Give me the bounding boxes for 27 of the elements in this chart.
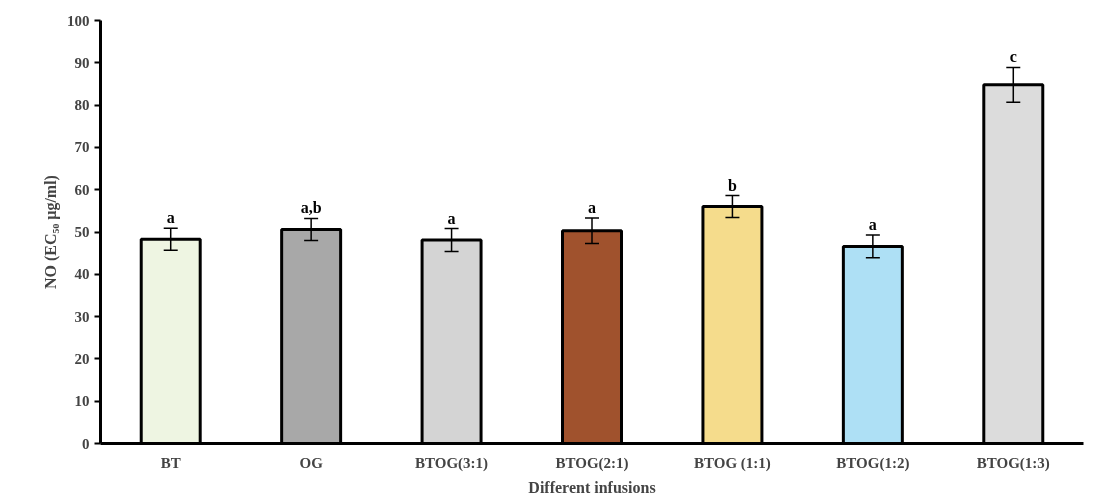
x-axis-title: Different infusions: [528, 478, 656, 496]
annotation: a,b: [300, 199, 322, 217]
x-tick-label: BTOG(1:2): [836, 454, 910, 472]
annotation: a: [447, 209, 456, 227]
y-tick-label: 90: [74, 54, 90, 71]
y-tick-label: 80: [74, 97, 90, 114]
y-tick-label: 70: [74, 139, 90, 156]
x-tick-label: BTOG(1:3): [976, 454, 1050, 472]
y-tick-label: 30: [74, 308, 90, 325]
x-tick-label: BTOG(3:1): [415, 454, 489, 472]
y-tick-label: 60: [74, 181, 90, 198]
annotation: a: [868, 215, 877, 233]
y-tick-label: 0: [82, 435, 90, 452]
annotation: a: [166, 209, 175, 227]
annotation: c: [1009, 48, 1017, 66]
y-tick-label: 50: [74, 224, 90, 240]
y-tick-label: 10: [74, 393, 90, 410]
annotation: a: [588, 199, 596, 217]
y-axis-title: NO (EC₅₀ µg/ml): [42, 175, 60, 289]
x-tick-label: BTOG(2:1): [555, 454, 629, 472]
x-tick-label: BT: [160, 454, 181, 471]
x-tick-label: BTOG (1:1): [694, 454, 771, 472]
y-tick-label: 100: [67, 12, 90, 29]
x-tick-label: OG: [299, 454, 324, 471]
y-tick-label: 20: [74, 350, 90, 367]
annotation: b: [727, 176, 737, 194]
y-tick-label: 40: [74, 266, 90, 283]
